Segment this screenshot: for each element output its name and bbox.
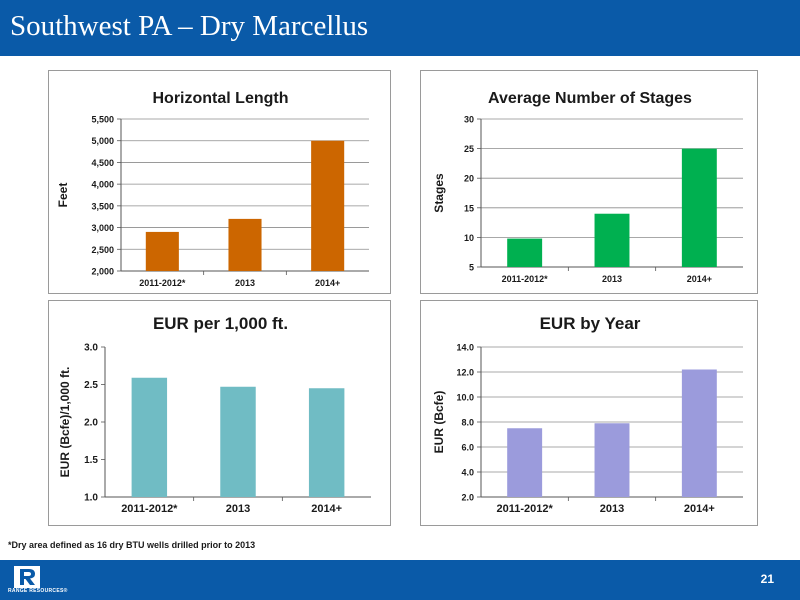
bar-0	[507, 238, 543, 267]
bar-2	[681, 369, 717, 497]
chart-svg: EUR per 1,000 ft. EUR (Bcfe)/1,000 ft. 1.0…	[58, 314, 371, 515]
chart-svg: Average Number of Stages Stages 5 10 15 20 25 3…	[432, 90, 743, 284]
header-bar: Southwest PA – Dry Marcellus	[0, 0, 800, 56]
y-tick-label: 10.0	[456, 393, 474, 403]
page-number: 21	[760, 572, 774, 586]
chart-panel-horizontal-length: Horizontal Length Feet 2,000 2,500 3,000 3,50…	[48, 70, 391, 294]
range-resources-logo-icon	[14, 566, 40, 588]
y-tick-label: 3.0	[84, 343, 98, 354]
y-tick-label: 4.0	[461, 468, 474, 478]
bar-0	[131, 377, 168, 497]
x-tick-label: 2011-2012*	[121, 503, 178, 515]
bar-1	[594, 213, 630, 267]
chart-title: Average Number of Stages	[488, 90, 692, 107]
y-axis-label: EUR (Bcfe)	[432, 391, 446, 454]
y-tick-label: 5,500	[91, 115, 114, 125]
y-tick-label: 3,500	[91, 201, 114, 211]
y-tick-label: 15	[464, 203, 474, 213]
chart-svg: EUR by Year EUR (Bcfe) 2.0 4.0 6.0 8.0 10.0 12.…	[432, 314, 743, 515]
x-tick-label: 2011-2012*	[497, 503, 554, 515]
chart-title: EUR per 1,000 ft.	[153, 314, 288, 333]
y-axis-label: EUR (Bcfe)/1,000 ft.	[58, 367, 72, 478]
y-tick-label: 1.0	[84, 493, 98, 504]
x-tick-label: 2014+	[684, 503, 715, 515]
y-tick-label: 2.5	[84, 380, 98, 391]
y-tick-label: 30	[464, 115, 474, 125]
y-tick-label: 8.0	[461, 418, 474, 428]
bar-1	[220, 386, 256, 497]
y-tick-label: 4,000	[91, 180, 114, 190]
x-tick-label: 2013	[602, 274, 622, 284]
chart-panel-eur-by-year: EUR by Year EUR (Bcfe) 2.0 4.0 6.0 8.0 10.0 12.…	[420, 300, 758, 526]
y-tick-label: 10	[464, 233, 474, 243]
y-axis-label: Feet	[56, 183, 70, 208]
chart-title: EUR by Year	[540, 314, 641, 333]
bar-1	[228, 218, 262, 271]
bar-0	[145, 231, 179, 271]
x-tick-label: 2014+	[315, 278, 340, 288]
y-tick-label: 5,000	[91, 136, 114, 146]
y-axis-label: Stages	[432, 173, 446, 213]
page-title: Southwest PA – Dry Marcellus	[10, 10, 369, 42]
bar-2	[681, 148, 717, 267]
x-tick-label: 2014+	[687, 274, 712, 284]
y-tick-label: 25	[464, 144, 474, 154]
bar-2	[308, 388, 345, 497]
y-tick-label: 20	[464, 174, 474, 184]
y-tick-label: 4,500	[91, 158, 114, 168]
footer-bar	[0, 560, 800, 600]
x-tick-label: 2011-2012*	[502, 274, 549, 284]
x-tick-label: 2014+	[311, 503, 342, 515]
x-tick-label: 2011-2012*	[139, 278, 186, 288]
y-tick-label: 1.5	[84, 455, 98, 466]
y-tick-label: 2.0	[461, 493, 474, 503]
x-tick-label: 2013	[226, 503, 250, 515]
y-tick-label: 2,000	[91, 267, 114, 277]
logo-text: RANGE RESOURCES®	[8, 588, 68, 594]
y-tick-label: 2.0	[84, 418, 98, 429]
y-tick-label: 14.0	[456, 343, 474, 353]
y-tick-label: 12.0	[456, 368, 474, 378]
x-tick-label: 2013	[235, 278, 255, 288]
bar-0	[507, 428, 543, 497]
y-tick-label: 5	[469, 263, 474, 273]
chart-panel-average-stages: Average Number of Stages Stages 5 10 15 20 25 3…	[420, 70, 758, 294]
y-tick-label: 3,000	[91, 223, 114, 233]
y-tick-label: 2,500	[91, 245, 114, 255]
footnote: *Dry area defined as 16 dry BTU wells dr…	[8, 540, 256, 550]
bar-2	[311, 140, 345, 271]
y-tick-label: 6.0	[461, 443, 474, 453]
chart-title: Horizontal Length	[153, 90, 289, 107]
chart-svg: Horizontal Length Feet 2,000 2,500 3,000 3,50…	[56, 90, 369, 288]
chart-panel-eur-per-1000ft: EUR per 1,000 ft. EUR (Bcfe)/1,000 ft. 1.0…	[48, 300, 391, 526]
bar-1	[594, 423, 630, 497]
x-tick-label: 2013	[600, 503, 624, 515]
